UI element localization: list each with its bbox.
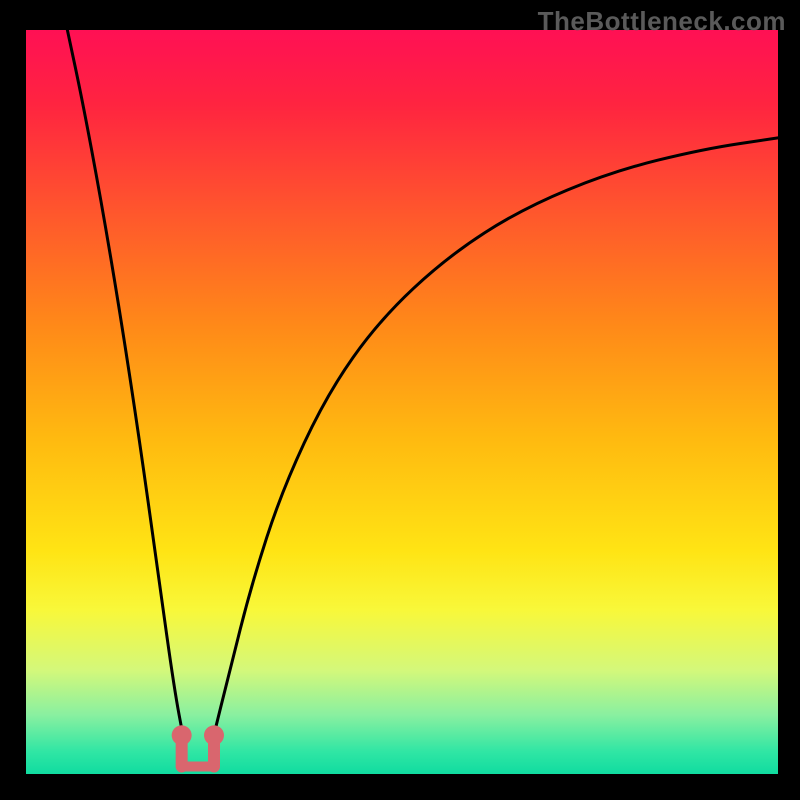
gradient-background (26, 30, 778, 774)
plot-svg (26, 30, 778, 774)
plot-area (26, 30, 778, 774)
watermark-label: TheBottleneck.com (538, 6, 786, 37)
marker-cap-right (204, 725, 224, 745)
marker-cap-left (172, 725, 192, 745)
